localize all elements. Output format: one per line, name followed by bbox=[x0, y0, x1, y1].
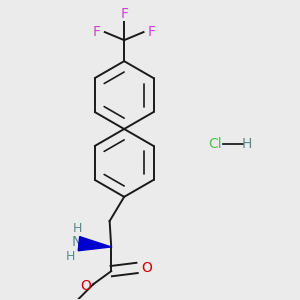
Text: H: H bbox=[242, 136, 252, 151]
Text: Cl: Cl bbox=[208, 136, 221, 151]
Text: F: F bbox=[120, 7, 128, 21]
Text: H: H bbox=[66, 250, 76, 263]
Text: N: N bbox=[72, 235, 83, 249]
Text: F: F bbox=[147, 25, 155, 39]
Text: H: H bbox=[73, 222, 82, 235]
Text: O: O bbox=[80, 279, 91, 293]
Text: F: F bbox=[93, 25, 101, 39]
Text: O: O bbox=[141, 261, 152, 275]
Polygon shape bbox=[78, 237, 111, 251]
